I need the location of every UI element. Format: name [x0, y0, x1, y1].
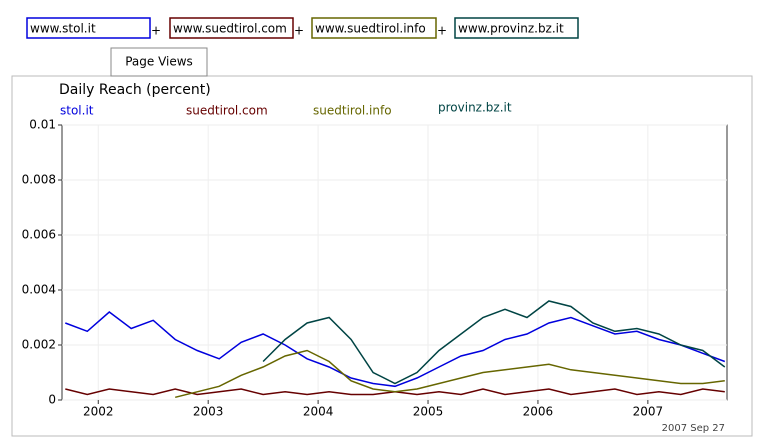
link[interactable]: www.stol.it [30, 22, 96, 36]
x-tick-label: 2002 [83, 405, 114, 419]
x-tick-label: 2005 [413, 405, 444, 419]
x-tick-label: 2006 [523, 405, 554, 419]
link-box[interactable] [454, 17, 579, 39]
legend-entry: provinz.bz.it [438, 101, 512, 115]
link[interactable]: www.provinz.bz.it [458, 22, 564, 36]
x-tick-label: 2004 [303, 405, 334, 419]
y-tick-label: 0.008 [22, 173, 56, 187]
separator: + [437, 24, 447, 38]
y-tick-label: 0.002 [22, 338, 56, 352]
series-line [65, 311, 726, 388]
legend-entry: suedtirol.com [186, 104, 268, 118]
link-box[interactable] [26, 17, 151, 39]
date-annotation: 2007 Sep 27 [662, 423, 725, 434]
y-tick-label: 0.01 [29, 118, 56, 132]
chart-title: Daily Reach (percent) [59, 82, 211, 98]
tab[interactable] [110, 47, 208, 77]
link[interactable]: www.suedtirol.com [173, 22, 287, 36]
link-box[interactable] [169, 17, 294, 39]
plot-area [61, 124, 728, 401]
x-tick-label: 2007 [633, 405, 664, 419]
y-tick-label: 0.006 [22, 228, 56, 242]
separator: + [151, 24, 161, 38]
legend-entry: stol.it [60, 104, 94, 118]
tab-label[interactable]: Page Views [125, 55, 193, 69]
y-tick-label: 0 [48, 393, 56, 407]
series-line [262, 300, 726, 385]
link[interactable]: www.suedtirol.info [315, 22, 426, 36]
separator: + [294, 24, 304, 38]
legend-entry: suedtirol.info [313, 104, 392, 118]
x-tick-label: 2003 [193, 405, 224, 419]
link-box[interactable] [311, 17, 437, 39]
series-line [175, 349, 725, 399]
y-tick-label: 0.004 [22, 283, 56, 297]
